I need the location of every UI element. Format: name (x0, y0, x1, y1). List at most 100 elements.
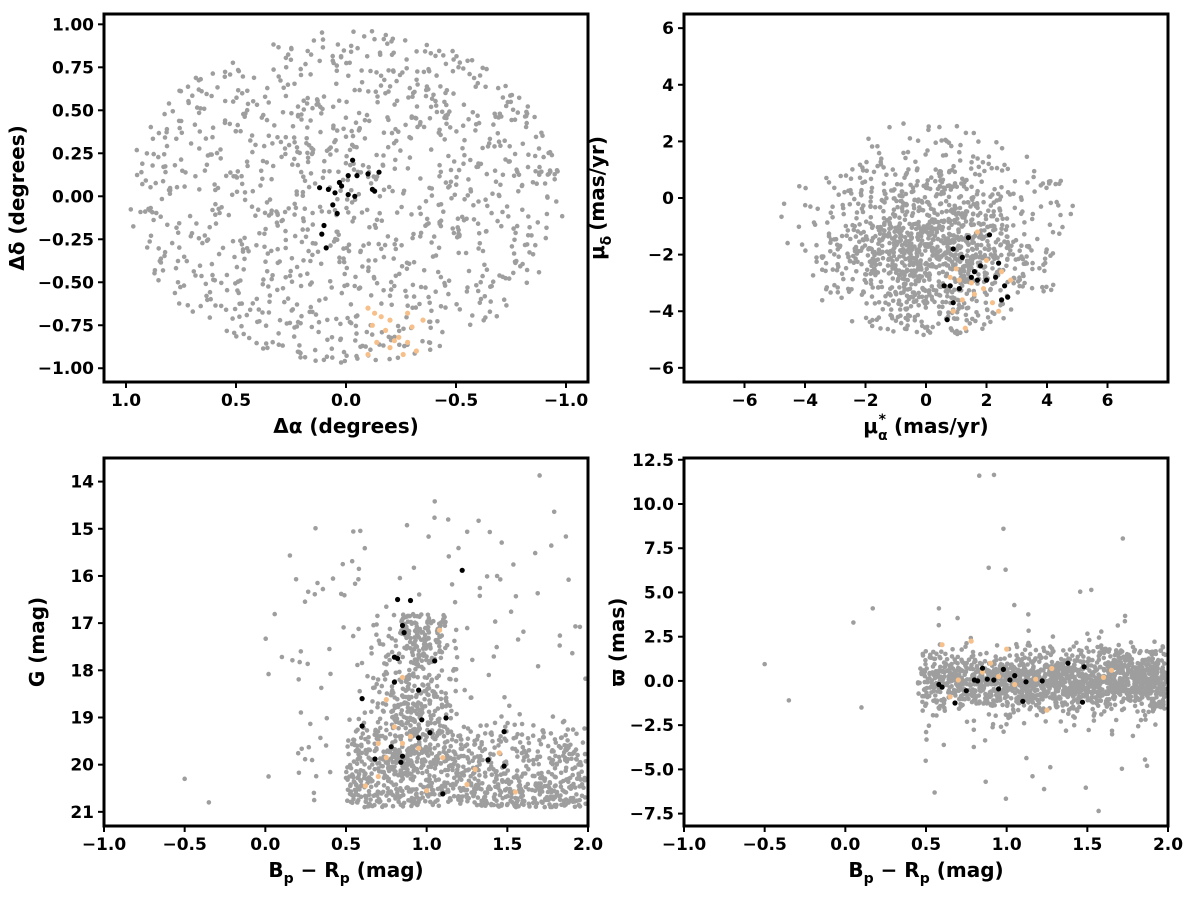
field-star-point (917, 233, 922, 238)
field-star-point (868, 194, 874, 200)
field-star-point (435, 319, 440, 324)
field-star-point (840, 205, 846, 211)
field-star-point (367, 225, 372, 230)
field-star-point (971, 727, 977, 733)
field-star-point (242, 256, 247, 262)
field-star-point (565, 727, 571, 732)
field-star-point (981, 322, 987, 327)
field-star-point (380, 733, 385, 739)
field-star-point (898, 320, 904, 326)
field-star-point (949, 252, 955, 258)
field-star-point (382, 677, 388, 682)
field-star-point (293, 205, 299, 211)
group-star-point (383, 327, 389, 333)
field-star-point (389, 52, 395, 58)
field-star-point (414, 750, 419, 755)
field-star-point (427, 777, 432, 782)
field-star-point (438, 169, 444, 175)
field-star-point (525, 164, 531, 170)
field-star-point (338, 360, 344, 365)
field-star-point (351, 529, 356, 534)
field-star-point (227, 121, 233, 127)
field-star-point (286, 206, 292, 211)
field-star-point (424, 42, 430, 48)
field-star-point (400, 772, 406, 777)
field-star-point (347, 791, 353, 797)
field-star-point (210, 71, 216, 76)
field-star-point (835, 285, 840, 290)
field-star-point (1024, 244, 1030, 249)
field-star-point (299, 239, 305, 245)
field-star-point (930, 297, 935, 302)
field-star-point (417, 301, 422, 307)
field-star-point (1004, 224, 1010, 229)
field-star-point (279, 154, 284, 160)
field-star-point (935, 226, 941, 231)
field-star-point (330, 58, 336, 63)
field-star-point (250, 149, 255, 155)
field-star-point (394, 98, 400, 104)
field-star-point (443, 696, 448, 701)
field-star-point (487, 309, 493, 315)
field-star-point (169, 240, 175, 246)
field-star-point (150, 136, 156, 142)
field-star-point (207, 289, 213, 295)
field-star-point (422, 49, 428, 54)
field-star-point (512, 259, 518, 265)
field-star-point (909, 268, 914, 274)
field-star-point (283, 151, 288, 157)
field-star-point (521, 629, 526, 634)
field-star-point (213, 212, 218, 217)
field-star-point (260, 282, 266, 287)
field-star-point (222, 98, 228, 104)
member-star-point (440, 791, 446, 797)
field-star-point (308, 52, 314, 57)
field-star-point (484, 790, 490, 795)
field-star-point (860, 180, 865, 185)
field-star-point (895, 204, 900, 210)
member-star-point (398, 759, 404, 765)
field-star-point (971, 240, 976, 245)
field-star-point (953, 252, 958, 257)
field-star-point (257, 231, 262, 236)
field-star-point (312, 347, 318, 353)
field-star-point (566, 577, 571, 582)
field-star-point (903, 191, 909, 197)
field-star-point (378, 725, 383, 731)
field-star-point (426, 643, 431, 648)
x-axis-label: μα* (mas/yr) (863, 412, 988, 444)
field-star-point (190, 309, 196, 314)
field-star-point (272, 123, 277, 128)
field-star-point (372, 802, 377, 808)
field-star-point (443, 61, 449, 67)
field-star-point (956, 195, 962, 200)
field-star-point (982, 738, 988, 743)
field-star-point (478, 296, 484, 302)
field-star-point (554, 199, 559, 204)
field-star-point (443, 305, 448, 310)
field-star-point (502, 695, 507, 700)
field-star-point (342, 271, 348, 277)
field-star-point (420, 770, 425, 776)
field-star-point (461, 724, 467, 730)
field-star-point (484, 801, 490, 806)
field-star-point (909, 244, 914, 249)
field-star-point (415, 706, 421, 711)
x-tick-label: −6 (731, 391, 757, 411)
field-star-point (990, 213, 996, 219)
field-star-point (364, 112, 370, 118)
field-star-point (923, 248, 928, 253)
field-star-point (362, 762, 367, 767)
field-star-point (362, 117, 368, 123)
field-star-point (314, 97, 320, 102)
field-star-point (254, 243, 259, 248)
member-star-point (372, 188, 378, 194)
field-star-point (557, 643, 562, 648)
field-star-point (304, 141, 309, 146)
field-star-point (951, 163, 956, 169)
field-star-point (304, 136, 310, 141)
field-star-point (285, 52, 291, 57)
field-star-point (937, 311, 942, 317)
field-star-point (582, 726, 587, 731)
field-star-point (312, 592, 318, 597)
